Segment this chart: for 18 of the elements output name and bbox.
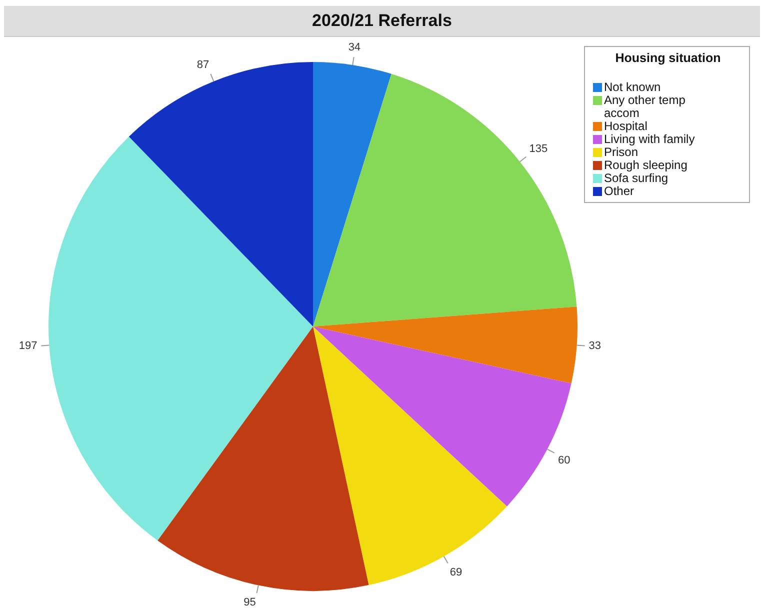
data-label: 87 bbox=[196, 58, 210, 71]
data-label: 197 bbox=[18, 340, 38, 352]
data-label: 34 bbox=[348, 42, 361, 54]
legend-label: Living with family bbox=[604, 132, 695, 146]
data-label: 69 bbox=[450, 566, 462, 578]
legend-label: Sofa surfing bbox=[604, 171, 668, 185]
legend-label: Not known bbox=[604, 80, 661, 94]
data-label: 135 bbox=[529, 142, 548, 155]
legend-title: Housing situation bbox=[614, 51, 722, 65]
chart-title: 2020/21 Referrals bbox=[4, 6, 760, 37]
data-label: 33 bbox=[588, 340, 602, 352]
data-label: 95 bbox=[244, 596, 256, 609]
legend-label: Prison bbox=[604, 145, 638, 159]
legend-label: Other bbox=[604, 184, 634, 198]
legend-label: Rough sleeping bbox=[604, 158, 688, 172]
legend-label: Any other temp accom bbox=[604, 93, 686, 120]
data-label: 60 bbox=[558, 454, 570, 466]
legend-label: Hospital bbox=[604, 119, 648, 133]
